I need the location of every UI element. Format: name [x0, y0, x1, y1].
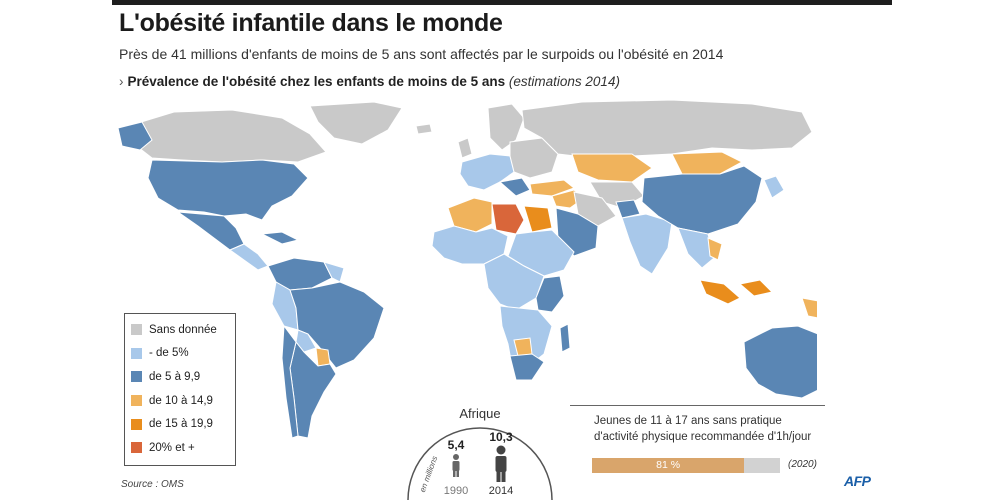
map-region-korea-japan — [763, 175, 785, 199]
legend-item: - de 5% — [131, 342, 229, 366]
africa-year-2014: 2014 — [489, 485, 513, 497]
map-region-india — [621, 213, 673, 275]
map-region-indochina — [707, 237, 723, 261]
map-region-greenland — [309, 101, 403, 145]
child-icon-large — [495, 445, 507, 482]
map-region-chile — [281, 324, 299, 439]
map-region-egypt — [523, 205, 553, 233]
africa-inset: Afrique en millions 5,4 10,3 1990 2014 — [407, 405, 553, 500]
map-region-papua — [801, 297, 817, 319]
map-region-russia — [521, 99, 813, 159]
section-label: Prévalence de l'obésité chez les enfants… — [127, 74, 506, 89]
map-region-uk — [457, 137, 473, 159]
legend-label: de 15 à 19,9 — [149, 418, 213, 431]
activity-panel: Jeunes de 11 à 17 ans sans pratique d'ac… — [570, 405, 825, 481]
map-region-south-africa — [509, 353, 545, 381]
map-region-alaska — [117, 121, 153, 151]
legend-item: de 10 à 14,9 — [131, 389, 229, 413]
africa-year-1990: 1990 — [444, 485, 468, 497]
activity-year: (2020) — [788, 459, 817, 470]
activity-bar-track: 81 % — [592, 458, 780, 473]
map-region-kazakhstan — [571, 153, 653, 183]
world-map — [117, 99, 817, 439]
legend-swatch — [131, 371, 142, 383]
activity-bar-fill — [592, 458, 745, 473]
map-legend: Sans donnée - de 5% de 5 à 9,9 de 10 à 1… — [124, 313, 236, 466]
legend-label: de 5 à 9,9 — [149, 370, 201, 383]
africa-value-2014: 10,3 — [489, 430, 513, 444]
legend-item: de 15 à 19,9 — [131, 412, 229, 436]
map-region-china — [641, 165, 763, 235]
africa-inset-title: Afrique — [459, 406, 500, 421]
map-region-iceland — [415, 123, 433, 135]
page-subtitle: Près de 41 millions d'enfants de moins d… — [119, 46, 724, 62]
map-region-east-africa — [535, 275, 565, 313]
legend-swatch — [131, 442, 142, 454]
map-region-paraguay — [315, 347, 331, 367]
legend-swatch — [131, 395, 142, 407]
map-region-scandinavia — [487, 103, 525, 151]
afp-logo: AFP — [844, 473, 871, 489]
map-region-southeast-asia — [677, 227, 715, 269]
map-region-indonesia-east — [738, 279, 773, 297]
map-region-australia — [743, 325, 817, 399]
map-section-title: › Prévalence de l'obésité chez les enfant… — [119, 74, 620, 89]
activity-bar-label: 81 % — [656, 459, 681, 471]
africa-inset-arc — [407, 427, 553, 500]
legend-item: 20% et + — [131, 436, 229, 460]
map-region-canada — [127, 109, 327, 163]
map-region-madagascar — [559, 323, 571, 353]
legend-label: Sans donnée — [149, 323, 217, 336]
map-region-libya — [491, 203, 525, 235]
page-title: L'obésité infantile dans le monde — [119, 9, 503, 37]
map-region-usa — [147, 159, 309, 221]
legend-item: de 5 à 9,9 — [131, 365, 229, 389]
map-region-central-america — [228, 243, 269, 271]
legend-label: de 10 à 14,9 — [149, 394, 213, 407]
child-icon-small — [452, 454, 460, 477]
source-note: Source : OMS — [121, 479, 184, 490]
legend-label: 20% et + — [149, 441, 195, 454]
map-region-mexico — [176, 211, 245, 251]
chevron-right-icon: › — [119, 74, 124, 89]
map-region-indonesia-west — [699, 279, 741, 305]
map-region-mongolia — [671, 151, 744, 175]
map-region-bolivia — [295, 329, 317, 353]
top-rule — [112, 0, 892, 5]
africa-inset-title-bg — [448, 405, 512, 421]
map-region-balkans — [498, 177, 531, 197]
activity-panel-title: Jeunes de 11 à 17 ans sans pratique d'ac… — [594, 415, 812, 443]
map-region-turkey — [529, 179, 576, 197]
legend-label: - de 5% — [149, 347, 189, 360]
legend-swatch — [131, 418, 142, 430]
africa-value-1990: 5,4 — [448, 438, 465, 452]
map-region-afghanistan — [615, 199, 641, 219]
legend-swatch — [131, 324, 142, 336]
section-note: (estimations 2014) — [508, 74, 620, 89]
map-region-caribbean — [260, 231, 300, 245]
legend-swatch — [131, 347, 142, 359]
legend-item: Sans donnée — [131, 318, 229, 342]
